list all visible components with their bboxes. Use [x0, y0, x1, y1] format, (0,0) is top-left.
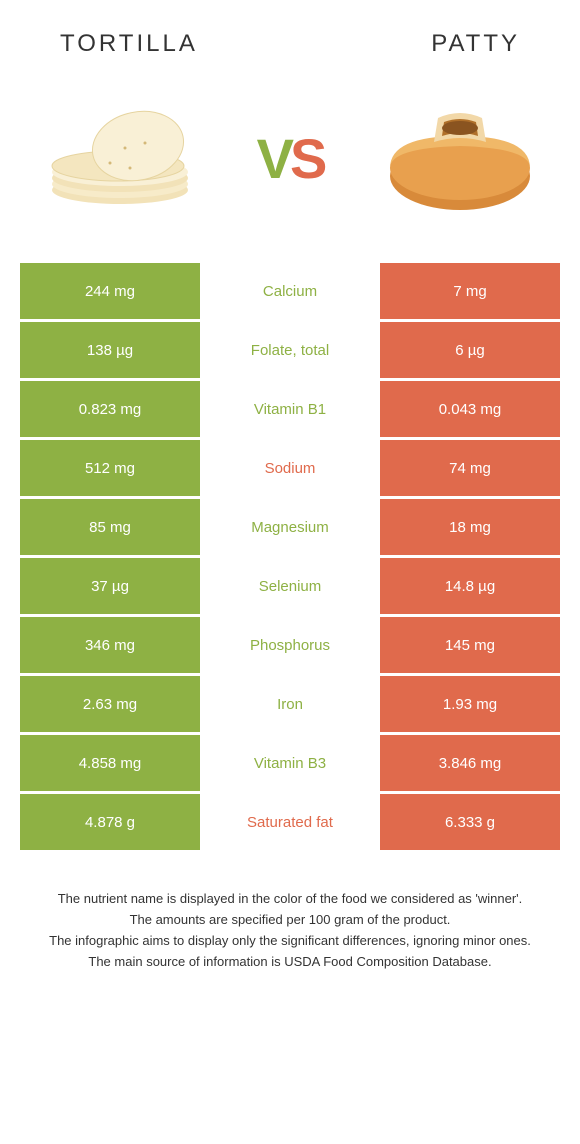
- left-food-title: Tortilla: [60, 30, 198, 58]
- footer-notes: The nutrient name is displayed in the co…: [20, 890, 560, 971]
- right-value: 74 mg: [380, 440, 560, 496]
- vs-s: S: [290, 127, 323, 190]
- nutrient-label: Vitamin B1: [200, 381, 380, 437]
- left-value: 244 mg: [20, 263, 200, 319]
- right-value: 6.333 g: [380, 794, 560, 850]
- right-value: 0.043 mg: [380, 381, 560, 437]
- table-row: 2.63 mgIron1.93 mg: [20, 676, 560, 732]
- nutrient-table: 244 mgCalcium7 mg138 µgFolate, total6 µg…: [20, 263, 560, 850]
- right-value: 14.8 µg: [380, 558, 560, 614]
- tortilla-image: [30, 98, 210, 218]
- patty-image: [370, 98, 550, 218]
- nutrient-label: Iron: [200, 676, 380, 732]
- vs-v: V: [257, 127, 290, 190]
- table-row: 4.878 gSaturated fat6.333 g: [20, 794, 560, 850]
- table-row: 0.823 mgVitamin B10.043 mg: [20, 381, 560, 437]
- left-value: 346 mg: [20, 617, 200, 673]
- footer-line-3: The infographic aims to display only the…: [40, 932, 540, 951]
- nutrient-label: Sodium: [200, 440, 380, 496]
- left-value: 85 mg: [20, 499, 200, 555]
- nutrient-label: Magnesium: [200, 499, 380, 555]
- table-row: 244 mgCalcium7 mg: [20, 263, 560, 319]
- table-row: 85 mgMagnesium18 mg: [20, 499, 560, 555]
- nutrient-label: Calcium: [200, 263, 380, 319]
- left-value: 138 µg: [20, 322, 200, 378]
- right-value: 7 mg: [380, 263, 560, 319]
- left-value: 4.858 mg: [20, 735, 200, 791]
- images-row: VS: [20, 88, 560, 228]
- right-food-title: Patty: [431, 30, 520, 58]
- left-value: 0.823 mg: [20, 381, 200, 437]
- nutrient-label: Phosphorus: [200, 617, 380, 673]
- table-row: 37 µgSelenium14.8 µg: [20, 558, 560, 614]
- right-value: 6 µg: [380, 322, 560, 378]
- nutrient-label: Vitamin B3: [200, 735, 380, 791]
- nutrient-label: Saturated fat: [200, 794, 380, 850]
- vs-label: VS: [257, 126, 324, 191]
- left-value: 37 µg: [20, 558, 200, 614]
- table-row: 512 mgSodium74 mg: [20, 440, 560, 496]
- right-value: 145 mg: [380, 617, 560, 673]
- left-value: 2.63 mg: [20, 676, 200, 732]
- table-row: 4.858 mgVitamin B33.846 mg: [20, 735, 560, 791]
- nutrient-label: Folate, total: [200, 322, 380, 378]
- table-row: 138 µgFolate, total6 µg: [20, 322, 560, 378]
- header-row: Tortilla Patty: [20, 30, 560, 58]
- footer-line-1: The nutrient name is displayed in the co…: [40, 890, 540, 909]
- table-row: 346 mgPhosphorus145 mg: [20, 617, 560, 673]
- left-value: 4.878 g: [20, 794, 200, 850]
- nutrient-label: Selenium: [200, 558, 380, 614]
- right-value: 18 mg: [380, 499, 560, 555]
- left-value: 512 mg: [20, 440, 200, 496]
- footer-line-4: The main source of information is USDA F…: [40, 953, 540, 972]
- right-value: 3.846 mg: [380, 735, 560, 791]
- footer-line-2: The amounts are specified per 100 gram o…: [40, 911, 540, 930]
- right-value: 1.93 mg: [380, 676, 560, 732]
